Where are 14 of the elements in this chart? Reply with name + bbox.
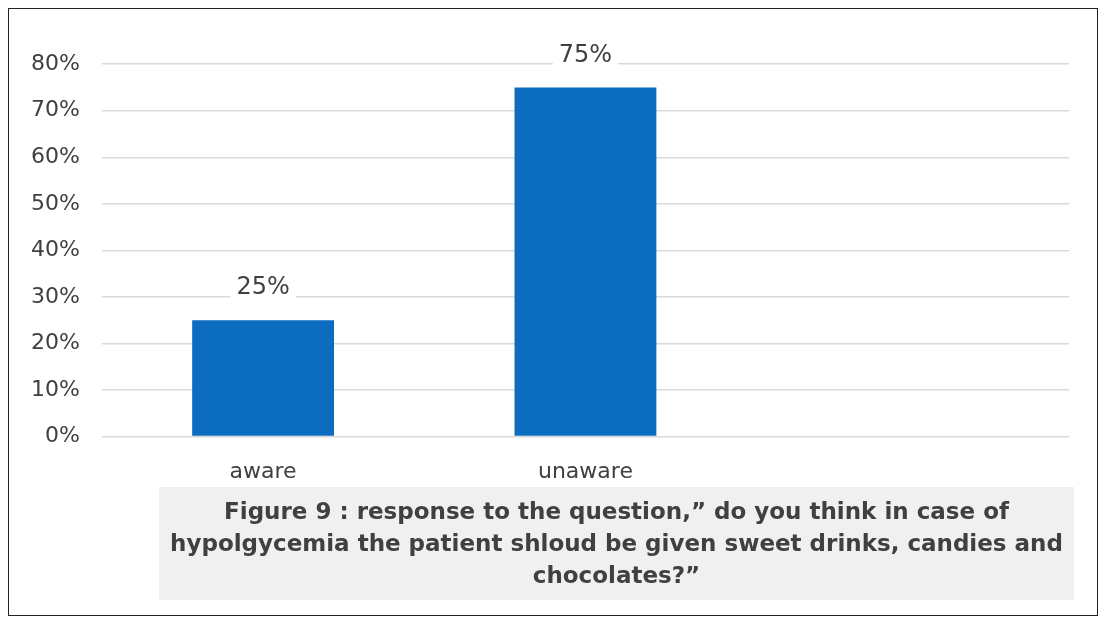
y-tick-label: 80% [30,49,80,75]
y-tick-label: 30% [30,282,80,308]
y-tick-label: 50% [30,189,80,215]
y-tick-label: 10% [30,375,80,401]
x-tick-label: unaware [537,457,633,483]
caption: Figure 9 : response to the question,” do you think in case of hypolgycemia the patient shloud be given sweet drinks, candies and chocolates?” [159,487,1074,600]
y-tick-label: 40% [30,236,80,262]
y-tick-label: 70% [30,96,80,122]
data-label: 75% [558,39,613,68]
data-label: 25% [236,272,290,301]
x-tick-label: aware [229,457,297,483]
y-tick-label: 20% [30,329,80,355]
y-tick-label: 60% [30,143,80,169]
y-tick-label: 0% [44,422,80,448]
